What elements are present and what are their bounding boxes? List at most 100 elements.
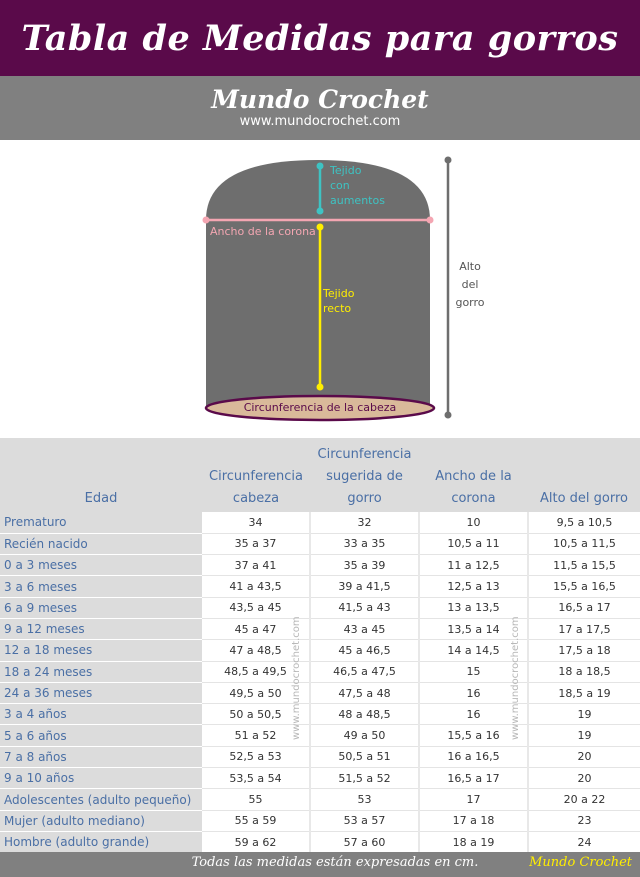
- value-cell: 16,5 a 17: [527, 597, 640, 619]
- footer-bar: Todas las medidas están expresadas en cm…: [0, 852, 640, 877]
- value-cell: 23: [527, 810, 640, 832]
- value-cell: 16: [418, 682, 528, 705]
- age-cell: 24 a 36 meses: [0, 682, 202, 705]
- value-cell: 43 a 45: [309, 618, 419, 641]
- value-cell: 41 a 43,5: [202, 575, 310, 598]
- value-cell: 11,5 a 15,5: [527, 554, 640, 577]
- age-cell: 3 a 4 años: [0, 703, 202, 726]
- label-increase: Tejido con aumentos: [330, 164, 385, 207]
- hat-shape: [206, 160, 430, 408]
- measurements-table-wrap: Edad Circunferencia cabeza Circunferenci…: [0, 438, 640, 854]
- header-hat-height: Alto del gorro: [528, 438, 640, 512]
- value-cell: 24: [527, 831, 640, 854]
- footer-note: Todas las medidas están expresadas en cm…: [191, 855, 479, 870]
- age-cell: 3 a 6 meses: [0, 575, 202, 598]
- value-cell: 11 a 12,5: [418, 554, 528, 577]
- value-cell: 49,5 a 50: [202, 682, 310, 705]
- table-row: Recién nacido 35 a 37 33 a 35 10,5 a 11 10,5…: [0, 533, 640, 556]
- label-straight: Tejido recto: [323, 287, 355, 315]
- footer-brand: Mundo Crochet: [529, 855, 632, 870]
- value-cell: 17: [418, 788, 528, 811]
- value-cell: 55: [202, 788, 310, 811]
- value-cell: 52,5 a 53: [202, 746, 310, 769]
- value-cell: 15,5 a 16,5: [527, 575, 640, 598]
- age-cell: 6 a 9 meses: [0, 597, 202, 619]
- value-cell: 9,5 a 10,5: [527, 512, 640, 534]
- value-cell: 18 a 18,5: [527, 661, 640, 683]
- value-cell: 19: [527, 724, 640, 747]
- age-cell: 18 a 24 meses: [0, 661, 202, 683]
- table-row: 24 a 36 meses 49,5 a 50 47,5 a 48 16 18,5 a …: [0, 682, 640, 705]
- value-cell: 12,5 a 13: [418, 575, 528, 598]
- value-cell: 16,5 a 17: [418, 767, 528, 790]
- age-cell: 9 a 12 meses: [0, 618, 202, 641]
- table-row: 3 a 6 meses 41 a 43,5 39 a 41,5 12,5 a 13 15…: [0, 575, 640, 598]
- table-row: 3 a 4 años 50 a 50,5 48 a 48,5 16 19: [0, 703, 640, 726]
- age-cell: 0 a 3 meses: [0, 554, 202, 577]
- table-header-row: Edad Circunferencia cabeza Circunferenci…: [0, 438, 640, 512]
- table-row: 0 a 3 meses 37 a 41 35 a 39 11 a 12,5 11,5 a…: [0, 554, 640, 577]
- value-cell: 17 a 18: [418, 810, 528, 832]
- table-row: 5 a 6 años 51 a 52 49 a 50 15,5 a 16 19: [0, 724, 640, 747]
- value-cell: 14 a 14,5: [418, 639, 528, 662]
- value-cell: 15: [418, 661, 528, 683]
- value-cell: 55 a 59: [202, 810, 310, 832]
- value-cell: 35 a 39: [309, 554, 419, 577]
- header-suggested-circumference: Circunferencia sugerida de gorro: [310, 438, 419, 512]
- label-height: Alto del gorro: [455, 260, 485, 309]
- value-cell: 13,5 a 14: [418, 618, 528, 641]
- value-cell: 33 a 35: [309, 533, 419, 556]
- value-cell: 39 a 41,5: [309, 575, 419, 598]
- age-cell: 12 a 18 meses: [0, 639, 202, 662]
- hat-diagram: Tejido con aumentos Ancho de la corona T…: [0, 140, 640, 438]
- brand-name: Mundo Crochet: [211, 85, 429, 114]
- age-cell: Hombre (adulto grande): [0, 831, 202, 854]
- value-cell: 53: [309, 788, 419, 811]
- value-cell: 49 a 50: [309, 724, 419, 747]
- value-cell: 16: [418, 703, 528, 726]
- age-cell: Prematuro: [0, 512, 202, 534]
- value-cell: 18 a 19: [418, 831, 528, 854]
- value-cell: 57 a 60: [309, 831, 419, 854]
- table-body: Prematuro 34 32 10 9,5 a 10,5 Recién nacido 35…: [0, 512, 640, 854]
- measurements-table: Edad Circunferencia cabeza Circunferenci…: [0, 438, 640, 854]
- value-cell: 37 a 41: [202, 554, 310, 577]
- table-row: 12 a 18 meses 47 a 48,5 45 a 46,5 14 a 14,5…: [0, 639, 640, 662]
- value-cell: 59 a 62: [202, 831, 310, 854]
- table-row: 6 a 9 meses 43,5 a 45 41,5 a 43 13 a 13,5 16…: [0, 597, 640, 619]
- value-cell: 10: [418, 512, 528, 534]
- value-cell: 53,5 a 54: [202, 767, 310, 790]
- table-row: 9 a 12 meses 45 a 47 43 a 45 13,5 a 14 17 a …: [0, 618, 640, 641]
- value-cell: 17 a 17,5: [527, 618, 640, 641]
- value-cell: 47 a 48,5: [202, 639, 310, 662]
- value-cell: 35 a 37: [202, 533, 310, 556]
- table-row: Prematuro 34 32 10 9,5 a 10,5: [0, 512, 640, 534]
- watermark: www.mundocrochet.com: [510, 616, 521, 740]
- table-row: 7 a 8 años 52,5 a 53 50,5 a 51 16 a 16,5 20: [0, 746, 640, 769]
- age-cell: 7 a 8 años: [0, 746, 202, 769]
- value-cell: 50,5 a 51: [309, 746, 419, 769]
- brand-banner: Mundo Crochet www.mundocrochet.com: [0, 76, 640, 140]
- value-cell: 20: [527, 767, 640, 790]
- value-cell: 53 a 57: [309, 810, 419, 832]
- value-cell: 46,5 a 47,5: [309, 661, 419, 683]
- value-cell: 17,5 a 18: [527, 639, 640, 662]
- value-cell: 34: [202, 512, 310, 534]
- table-row: Mujer (adulto mediano) 55 a 59 53 a 57 17 a…: [0, 810, 640, 832]
- value-cell: 10,5 a 11,5: [527, 533, 640, 556]
- age-cell: 9 a 10 años: [0, 767, 202, 790]
- age-cell: Adolescentes (adulto pequeño): [0, 788, 202, 811]
- table-row: 18 a 24 meses 48,5 a 49,5 46,5 a 47,5 15 18 …: [0, 661, 640, 683]
- value-cell: 19: [527, 703, 640, 726]
- value-cell: 50 a 50,5: [202, 703, 310, 726]
- value-cell: 20 a 22: [527, 788, 640, 811]
- table-row: Adolescentes (adulto pequeño) 55 53 17 20 a …: [0, 788, 640, 811]
- header-head-circumference: Circunferencia cabeza: [202, 438, 310, 512]
- value-cell: 18,5 a 19: [527, 682, 640, 705]
- value-cell: 10,5 a 11: [418, 533, 528, 556]
- value-cell: 41,5 a 43: [309, 597, 419, 619]
- watermark: www.mundocrochet.com: [291, 616, 302, 740]
- value-cell: 15,5 a 16: [418, 724, 528, 747]
- page-title: Tabla de Medidas para gorros: [0, 0, 640, 76]
- value-cell: 45 a 46,5: [309, 639, 419, 662]
